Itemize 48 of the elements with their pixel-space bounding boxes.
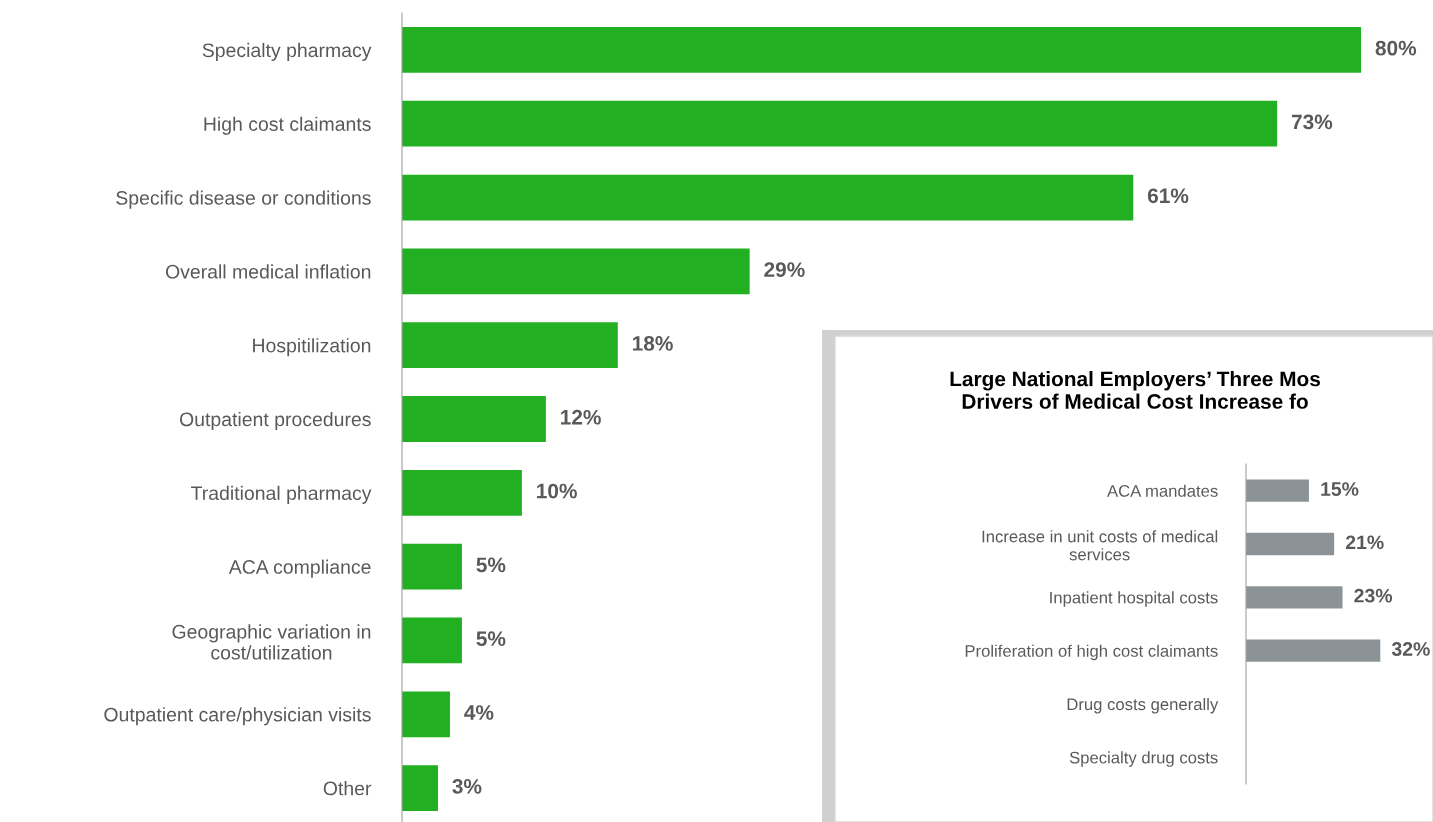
y-tick-label: ACA mandates (1107, 484, 1218, 497)
y-tick-label: Geographic variation in cost/utilization (172, 624, 371, 660)
data-label: 32% (1391, 642, 1430, 656)
bar (402, 469, 522, 516)
y-tick-label: Outpatient procedures (179, 411, 371, 431)
y-tick-label: Hospitilization (253, 338, 371, 357)
bar (402, 248, 750, 295)
y-tick-label: Outpatient care/physician visits (104, 707, 371, 726)
bar (402, 691, 450, 738)
data-label: 5% (476, 631, 506, 647)
chart-title: Large National Employers’ Three Mos Drivers of Medical Cost Increase fo (950, 371, 1320, 409)
data-label: 29% (764, 262, 805, 277)
y-tick-label: High cost claimants (204, 116, 371, 135)
bar (402, 27, 1362, 73)
y-tick-label: Specific disease or conditions (116, 190, 371, 209)
bar (1246, 479, 1309, 502)
bar (402, 174, 1134, 221)
data-label: 21% (1345, 535, 1384, 550)
y-tick-label: Increase in unit costs of medical services (982, 530, 1218, 561)
y-tick-label: Traditional pharmacy (191, 485, 372, 504)
data-label: 5% (476, 557, 506, 573)
bar (402, 396, 546, 442)
y-tick-label: Inpatient hospital costs (1050, 591, 1218, 607)
bar (402, 543, 462, 590)
data-label: 3% (452, 778, 482, 794)
bar (402, 617, 462, 664)
bar (1246, 532, 1335, 556)
data-label: 80% (1375, 40, 1417, 56)
bar (402, 765, 438, 811)
bar (402, 322, 618, 369)
y-tick-label: Specialty pharmacy (202, 42, 372, 61)
y-tick-label: Drug costs generally (1067, 697, 1219, 714)
data-label: 12% (561, 409, 601, 425)
y-tick-label: Proliferation of high cost claimants (965, 644, 1218, 661)
y-tick-label: ACA compliance (228, 559, 371, 578)
data-label: 61% (1147, 188, 1189, 204)
y-tick-label: Specialty drug costs (1069, 751, 1218, 767)
data-label: 4% (464, 705, 494, 720)
y-tick-label: Other (323, 781, 372, 796)
data-label: 18% (632, 336, 673, 351)
data-label: 73% (1291, 114, 1333, 130)
bar (402, 100, 1278, 147)
data-label: 23% (1354, 588, 1393, 603)
bar (1246, 639, 1381, 662)
data-label: 15% (1321, 482, 1359, 496)
data-label: 10% (537, 483, 577, 499)
bar (1246, 586, 1343, 609)
y-tick-label: Overall medical inflation (165, 264, 371, 279)
